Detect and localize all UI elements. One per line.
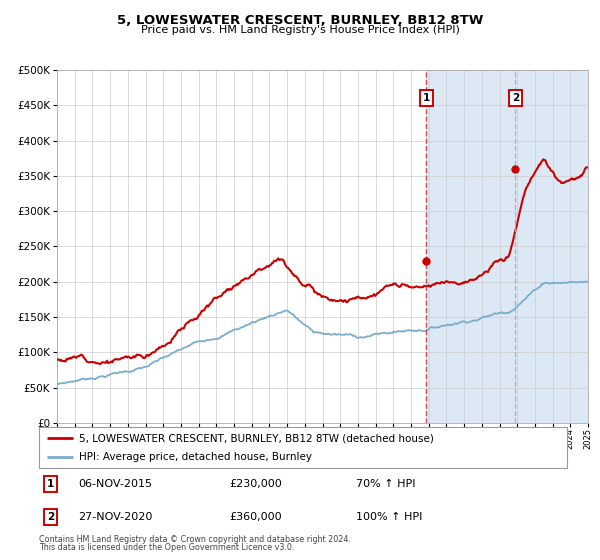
Text: 2: 2 xyxy=(512,93,519,103)
Text: This data is licensed under the Open Government Licence v3.0.: This data is licensed under the Open Gov… xyxy=(39,543,295,552)
Text: Price paid vs. HM Land Registry's House Price Index (HPI): Price paid vs. HM Land Registry's House … xyxy=(140,25,460,35)
Text: 27-NOV-2020: 27-NOV-2020 xyxy=(79,512,153,522)
Text: 06-NOV-2015: 06-NOV-2015 xyxy=(79,479,152,489)
Text: 5, LOWESWATER CRESCENT, BURNLEY, BB12 8TW (detached house): 5, LOWESWATER CRESCENT, BURNLEY, BB12 8T… xyxy=(79,433,433,443)
Text: £360,000: £360,000 xyxy=(229,512,282,522)
Text: 1: 1 xyxy=(422,93,430,103)
Text: 2: 2 xyxy=(47,512,54,522)
Text: Contains HM Land Registry data © Crown copyright and database right 2024.: Contains HM Land Registry data © Crown c… xyxy=(39,535,351,544)
Text: £230,000: £230,000 xyxy=(229,479,282,489)
Bar xyxy=(426,70,597,423)
Text: 5, LOWESWATER CRESCENT, BURNLEY, BB12 8TW: 5, LOWESWATER CRESCENT, BURNLEY, BB12 8T… xyxy=(117,14,483,27)
Text: 70% ↑ HPI: 70% ↑ HPI xyxy=(356,479,415,489)
Text: 1: 1 xyxy=(47,479,54,489)
Text: 100% ↑ HPI: 100% ↑ HPI xyxy=(356,512,422,522)
Text: HPI: Average price, detached house, Burnley: HPI: Average price, detached house, Burn… xyxy=(79,452,311,461)
